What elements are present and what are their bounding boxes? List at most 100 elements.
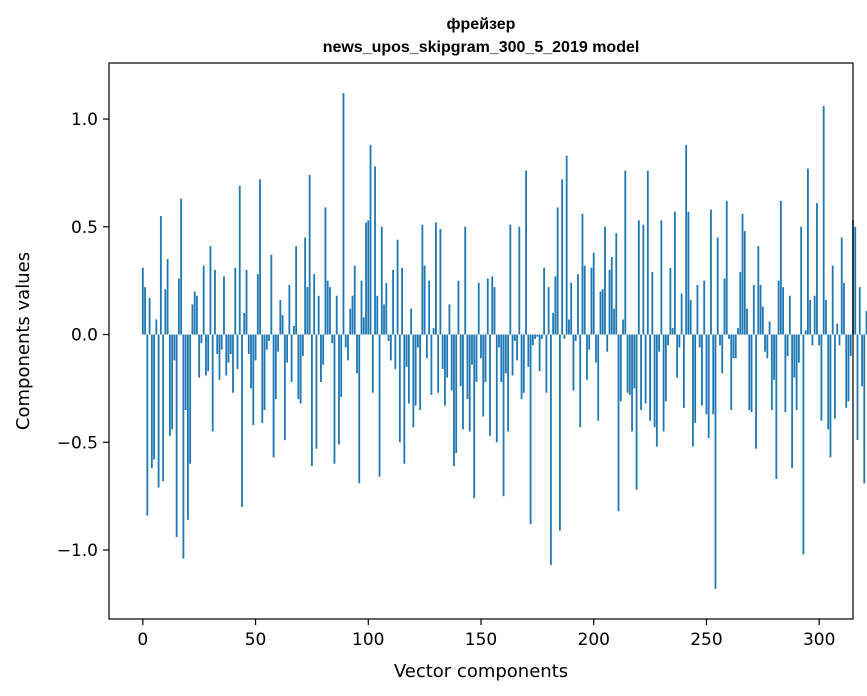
bar [338,334,340,445]
bar [254,334,257,361]
bar [504,334,507,374]
bar [608,269,611,335]
chart-title-line2: news_upos_skipgram_300_5_2019 model [323,39,640,56]
bar [766,334,769,359]
bar [144,287,146,335]
bar [229,334,232,354]
bar [189,334,192,464]
bar [177,278,180,335]
bar [617,334,620,512]
bar [407,334,410,404]
bar [676,334,679,378]
bar [631,334,633,432]
x-axis-ticks: 0 50 100 150 200 250 300 [137,619,835,650]
x-tick-label: 50 [245,630,267,650]
bar [299,334,302,404]
bar [403,334,406,464]
bar [498,334,500,348]
bar [606,334,609,352]
y-tick-label: 1.0 [71,110,98,130]
bar [545,334,548,393]
bar [610,256,613,335]
bar [820,334,823,421]
bar [516,334,518,361]
bar [326,280,329,335]
bar [574,334,577,341]
x-tick-label: 250 [690,630,722,650]
bar [401,267,403,335]
bar [414,334,417,406]
bar [292,325,295,335]
bar [477,282,480,335]
bar [272,334,275,458]
bar [811,334,814,346]
bar [471,334,473,365]
bar [536,334,539,337]
bar [349,308,352,335]
bar [347,334,349,361]
bar [378,334,381,477]
y-tick-label: −0.5 [57,433,98,453]
bar [597,334,600,421]
bar [466,334,469,400]
bar [232,334,234,393]
bar [703,280,706,335]
bar [281,315,284,335]
bar [459,334,462,387]
bar [552,312,555,335]
bar [577,274,579,335]
bar [495,334,498,443]
bar [755,334,757,449]
bar [202,265,205,335]
bar [818,334,821,346]
bar [543,267,546,335]
bar [599,291,602,335]
bar [398,334,401,443]
bar [849,334,852,357]
bar [741,213,744,335]
bar [707,334,710,438]
bar [358,334,361,484]
bar [513,334,516,341]
bar [802,334,805,555]
bar [191,304,194,335]
bar [649,334,651,421]
bar [301,334,304,357]
bar [159,216,162,335]
bar [288,284,291,335]
bar [223,276,225,335]
bar [807,168,809,335]
bar [831,265,834,335]
bar [660,220,663,335]
bar [416,334,419,348]
bar [764,334,766,352]
bar [412,334,415,428]
bar [196,295,198,335]
bar [601,289,604,335]
bar [486,278,489,335]
bar [613,308,615,335]
bar [721,334,724,374]
bar [425,334,428,359]
bar [646,170,649,335]
bar [482,334,485,417]
bars-group [141,93,867,589]
bar [797,334,800,363]
bar [315,334,318,449]
bar [554,276,557,335]
bar [340,334,343,398]
bar [218,334,221,380]
bar [522,334,525,393]
bar [746,308,748,335]
bar [604,226,606,335]
bar [428,280,431,335]
bar [385,282,388,335]
bar [446,334,449,378]
bar [295,246,298,335]
x-tick-label: 200 [578,630,610,650]
bar [200,334,203,344]
bar [480,334,482,359]
bar [624,170,627,335]
bar [782,287,785,335]
